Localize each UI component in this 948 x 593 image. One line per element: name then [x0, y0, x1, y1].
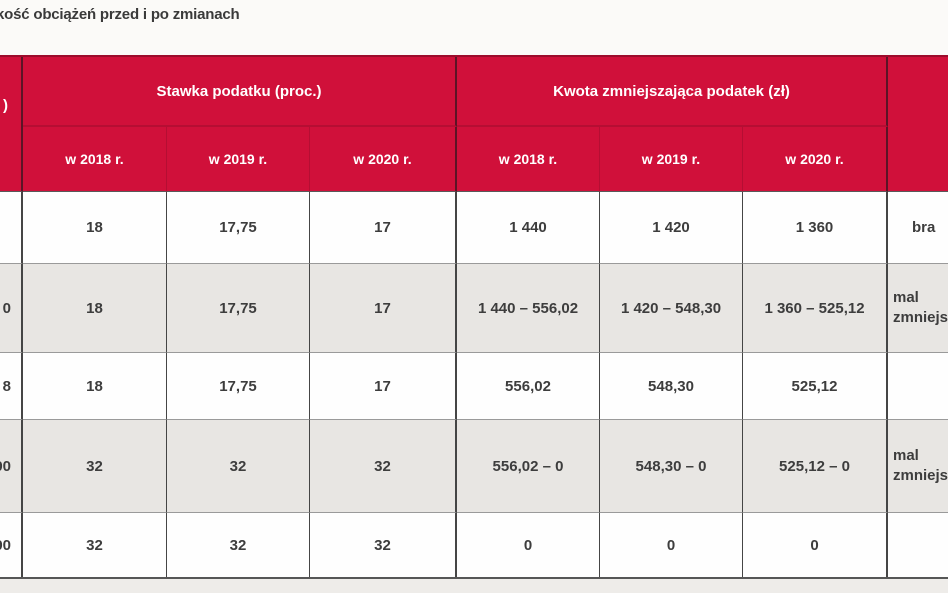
stawka-2019-cell: 17,75	[167, 192, 310, 264]
corner-header-fragment: )	[3, 97, 8, 114]
kwota-2018-cell: 1 440 – 556,02	[457, 264, 600, 353]
notes-column-header	[888, 57, 948, 192]
kwota-2019-cell: 1 420	[600, 192, 743, 264]
group-header-kwota: Kwota zmniejszająca podatek (zł)	[457, 57, 888, 127]
kwota-2020-cell: 525,12	[743, 353, 888, 420]
base-cell: 00	[0, 513, 23, 577]
year-header-stawka-2019: w 2019 r.	[167, 127, 310, 192]
base-cell: 00	[0, 420, 23, 513]
tax-table: ) Stawka podatku (proc.) Kwota zmniejsza…	[0, 55, 948, 579]
year-header-kwota-2020: w 2020 r.	[743, 127, 888, 192]
stawka-2019-cell: 17,75	[167, 264, 310, 353]
stawka-2019-cell: 17,75	[167, 353, 310, 420]
stawka-2020-cell: 32	[310, 513, 457, 577]
note-cell	[888, 353, 948, 420]
kwota-2019-cell: 548,30	[600, 353, 743, 420]
stawka-2018-cell: 32	[23, 513, 167, 577]
year-header-kwota-2019: w 2019 r.	[600, 127, 743, 192]
kwota-2018-cell: 556,02 – 0	[457, 420, 600, 513]
base-cell	[0, 192, 23, 264]
stawka-2020-cell: 32	[310, 420, 457, 513]
stawka-2020-cell: 17	[310, 353, 457, 420]
kwota-2020-cell: 0	[743, 513, 888, 577]
note-cell	[888, 513, 948, 577]
group-header-stawka: Stawka podatku (proc.)	[23, 57, 457, 127]
kwota-2020-cell: 1 360 – 525,12	[743, 264, 888, 353]
note-cell: bra	[888, 192, 948, 264]
stawka-2018-cell: 32	[23, 420, 167, 513]
note-cell: mal zmniejs	[888, 420, 948, 513]
year-header-stawka-2018: w 2018 r.	[23, 127, 167, 192]
page-bottom-background	[0, 579, 948, 593]
stawka-2019-cell: 32	[167, 513, 310, 577]
stawka-2020-cell: 17	[310, 264, 457, 353]
kwota-2018-cell: 1 440	[457, 192, 600, 264]
kwota-2019-cell: 0	[600, 513, 743, 577]
note-cell: mal zmniejs	[888, 264, 948, 353]
kwota-2020-cell: 1 360	[743, 192, 888, 264]
corner-header-base-column: )	[0, 57, 23, 192]
kwota-2018-cell: 0	[457, 513, 600, 577]
kwota-2019-cell: 548,30 – 0	[600, 420, 743, 513]
kwota-2019-cell: 1 420 – 548,30	[600, 264, 743, 353]
stawka-2019-cell: 32	[167, 420, 310, 513]
base-cell: 0	[0, 264, 23, 353]
base-cell: 8	[0, 353, 23, 420]
page-title: kość obciążeń przed i po zmianach	[0, 6, 240, 23]
year-header-stawka-2020: w 2020 r.	[310, 127, 457, 192]
year-header-kwota-2018: w 2018 r.	[457, 127, 600, 192]
kwota-2020-cell: 525,12 – 0	[743, 420, 888, 513]
stawka-2018-cell: 18	[23, 192, 167, 264]
kwota-2018-cell: 556,02	[457, 353, 600, 420]
stawka-2020-cell: 17	[310, 192, 457, 264]
stawka-2018-cell: 18	[23, 264, 167, 353]
stawka-2018-cell: 18	[23, 353, 167, 420]
